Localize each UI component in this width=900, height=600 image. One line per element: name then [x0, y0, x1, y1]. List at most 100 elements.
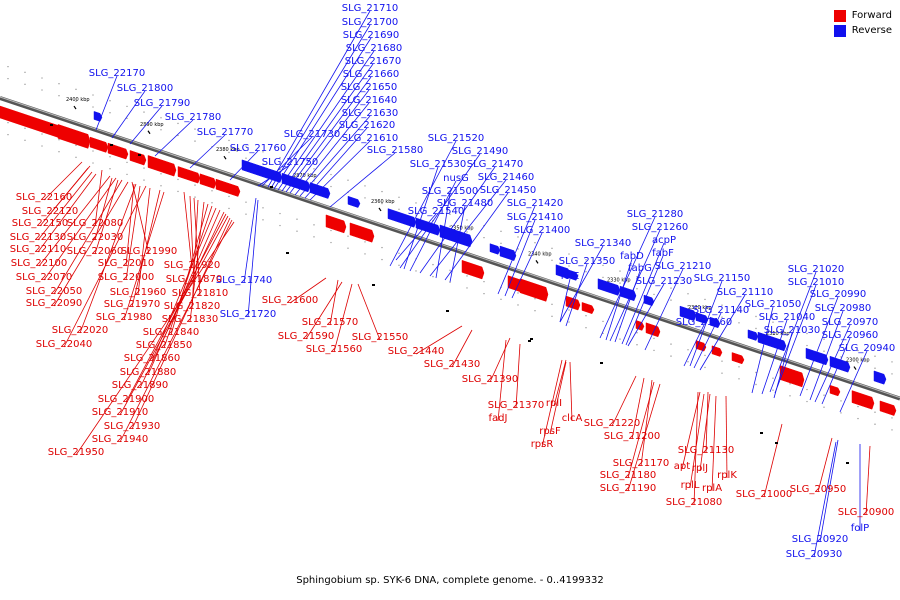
leader-line — [627, 381, 655, 479]
guide-dot — [704, 298, 706, 301]
boundary-tick — [110, 144, 113, 146]
gene-label: SLG_22060 — [67, 246, 123, 257]
guide-dot — [772, 377, 774, 379]
guide-dot — [398, 252, 400, 254]
guide-dot — [466, 219, 468, 221]
scale-label: 2340 kbp — [528, 251, 552, 257]
leader-line — [53, 179, 123, 295]
gene-label: SLG_21880 — [120, 367, 176, 378]
gene-label: SLG_21680 — [346, 43, 402, 54]
scale-label: 2380 kbp — [216, 147, 240, 153]
gene-label: acpP — [652, 235, 676, 246]
gene-label: SLG_21650 — [341, 82, 397, 93]
gene-label: SLG_21430 — [424, 359, 480, 370]
gene-label: SLG_20920 — [792, 534, 848, 545]
gene-block — [565, 295, 581, 311]
guide-dot — [41, 89, 43, 91]
gene-block — [731, 352, 745, 365]
guide-dot — [653, 337, 655, 340]
gene-block — [461, 259, 485, 280]
gene-label: SLG_21810 — [172, 288, 228, 299]
leader-line — [627, 383, 661, 492]
leader-line — [39, 167, 89, 227]
guide-dot — [381, 190, 383, 193]
guide-dot — [789, 395, 791, 397]
gene-block — [257, 164, 283, 183]
gene-label: folE — [561, 271, 580, 282]
gene-block — [851, 390, 875, 410]
guide-dot — [500, 242, 502, 245]
gene-label: SLG_21210 — [655, 261, 711, 272]
gene-block — [679, 305, 697, 322]
leader-line — [569, 361, 573, 422]
leader-line — [435, 193, 451, 279]
guide-dot — [449, 225, 451, 227]
guide-dot — [347, 247, 349, 249]
gene-block — [129, 150, 147, 166]
gene-block — [829, 355, 851, 373]
gene-label: SLG_21930 — [104, 421, 160, 432]
guide-dot — [483, 280, 485, 283]
guide-dot — [806, 388, 808, 391]
leader-line — [357, 283, 381, 341]
guide-dot — [109, 112, 111, 114]
leader-line — [689, 393, 705, 489]
gene-label: SLG_21740 — [216, 275, 272, 286]
guide-dot — [41, 133, 43, 135]
leader-line — [751, 306, 774, 394]
guide-dot — [891, 361, 893, 363]
leader-line — [94, 169, 103, 227]
guide-dot — [857, 349, 859, 352]
leader-line — [257, 164, 291, 187]
gene-block — [107, 142, 129, 160]
scale-tick — [378, 207, 382, 212]
guide-dot — [160, 173, 162, 175]
leader-line — [725, 395, 728, 479]
forward-swatch — [833, 9, 846, 22]
guide-dot — [296, 218, 298, 220]
guide-dot — [466, 287, 468, 289]
gene-label: SLG_20990 — [810, 289, 866, 300]
leader-line — [37, 173, 97, 253]
guide-dot — [364, 253, 366, 255]
gene-label: SLG_20960 — [822, 330, 878, 341]
gene-label: SLG_21080 — [666, 497, 722, 508]
leader-line — [444, 192, 509, 281]
gene-label: SLG_21780 — [165, 112, 221, 123]
gene-label: SLG_21720 — [220, 309, 276, 320]
guide-dot — [670, 299, 672, 301]
guide-dot — [772, 389, 774, 391]
guide-dot — [58, 95, 60, 97]
guide-dot — [500, 298, 502, 301]
gene-block — [387, 208, 417, 228]
guide-dot — [568, 309, 570, 311]
guide-dot — [772, 333, 774, 335]
gene-block — [349, 222, 375, 243]
gene-label: SLG_21010 — [788, 277, 844, 288]
leader-line — [63, 185, 147, 348]
gene-label: SLG_21560 — [306, 344, 362, 355]
leader-line — [769, 271, 817, 393]
guide-dot — [585, 315, 587, 317]
guide-dot — [177, 134, 179, 137]
guide-dot — [670, 343, 672, 345]
guide-dot — [313, 168, 315, 170]
gene-label: SLG_21140 — [693, 305, 749, 316]
guide-dot — [364, 241, 366, 243]
guide-dot — [262, 219, 264, 221]
guide-dot — [704, 366, 706, 369]
gene-label: SLG_22020 — [52, 325, 108, 336]
gene-label: SLG_20950 — [790, 484, 846, 495]
leader-line — [294, 102, 370, 196]
leader-line — [774, 284, 817, 394]
guide-dot — [466, 231, 468, 233]
gene-label: SLG_21660 — [343, 69, 399, 80]
leader-line — [389, 140, 457, 267]
guide-dot — [823, 394, 825, 396]
leader-line — [504, 219, 536, 297]
gene-label: SLG_21990 — [121, 246, 177, 257]
guide-dot — [772, 321, 774, 323]
guide-dot — [160, 185, 162, 187]
gene-label: SLG_21910 — [92, 407, 148, 418]
guide-dot — [670, 355, 672, 357]
